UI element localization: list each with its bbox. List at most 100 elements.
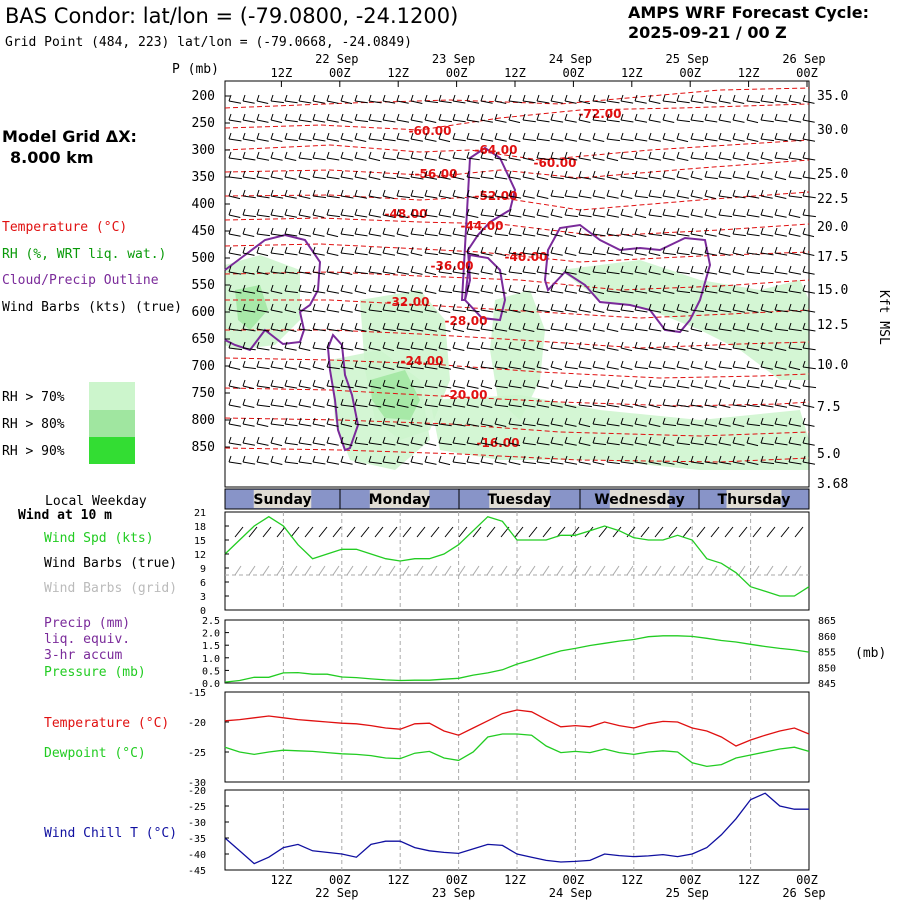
wind-barb	[718, 404, 731, 408]
wind-barb-feather	[438, 265, 442, 273]
wind-barb	[788, 214, 801, 218]
wind-barb	[228, 423, 242, 427]
wind-barb-feather	[480, 151, 484, 159]
wind-barb	[480, 157, 494, 161]
wind-barb	[634, 195, 648, 199]
wind-barb	[298, 157, 312, 161]
wind-barb-feather	[326, 246, 330, 254]
wind-barb	[788, 442, 802, 446]
wind-barb-true	[458, 526, 468, 538]
wind-barb	[550, 309, 564, 313]
rh-shade-region	[235, 285, 268, 330]
wind-barb	[802, 404, 815, 408]
wind-barb-feather	[648, 113, 652, 121]
wind-barb-feather	[760, 170, 764, 178]
wind-barb-feather	[382, 151, 386, 159]
wind-barb-feather	[536, 398, 540, 406]
wind-barb	[368, 423, 382, 427]
wind-barb	[550, 290, 564, 294]
wind-barb	[774, 366, 787, 370]
wind-barb	[620, 157, 634, 161]
wind-barb	[438, 347, 451, 351]
wind-barb-feather	[452, 170, 456, 178]
wind-barb	[494, 214, 508, 218]
wind-barb	[760, 233, 774, 237]
wind-barb-grid	[556, 565, 564, 576]
wind-barb-true	[444, 526, 454, 538]
wind-barb	[732, 404, 747, 408]
wind-barb	[256, 290, 269, 294]
wind-barb-feather	[452, 360, 456, 368]
wind-barb-grid	[290, 565, 298, 576]
wind-barb-feather	[228, 303, 232, 311]
wind-barb	[774, 309, 788, 313]
wind-barb-feather	[396, 246, 400, 254]
bottom-hour-label: 12Z	[387, 873, 409, 887]
wind-barb-feather	[564, 341, 568, 349]
wind-barb-feather	[788, 455, 792, 463]
temperature-contour	[224, 271, 810, 291]
top-hour-label: 12Z	[271, 66, 293, 80]
wind-barb	[676, 309, 689, 313]
wind-barb	[648, 366, 662, 370]
wind-barb-feather	[298, 436, 302, 444]
wind-barb-feather	[452, 246, 456, 254]
wind-barb	[788, 404, 801, 408]
wind-barb-true	[332, 526, 342, 538]
wind-barb	[676, 347, 689, 351]
header-title: BAS Condor: lat/lon = (-79.0800, -24.120…	[5, 4, 458, 28]
wind-barb-feather	[494, 455, 498, 463]
wind-barb-feather	[368, 132, 372, 140]
wind-barb-feather	[494, 341, 498, 349]
wind-barb	[340, 100, 353, 105]
wind-barb-feather	[634, 341, 638, 349]
wind-barb	[312, 328, 326, 332]
pressure-tick-label: 450	[192, 224, 215, 239]
wind-barb	[424, 271, 437, 276]
wind-barb-feather	[228, 284, 232, 292]
wind-barb-feather	[522, 132, 526, 140]
wind-barb-feather	[648, 436, 652, 444]
wind-barb-feather	[396, 303, 400, 311]
wind-barb	[452, 385, 465, 389]
wind-barb	[578, 385, 592, 389]
wind-barb-true	[290, 526, 300, 538]
wind-barb-feather	[228, 322, 232, 330]
wind-barb	[620, 461, 634, 465]
wind-speed-tick: 0	[200, 606, 206, 617]
wind-barb	[802, 328, 816, 332]
wind-barb-feather	[718, 189, 722, 197]
wind-barb	[424, 119, 437, 123]
wind-barb-feather	[536, 284, 540, 292]
wind-barb-feather	[550, 455, 554, 463]
wind-barb-feather	[354, 208, 358, 216]
wind-barb-feather	[326, 303, 330, 311]
wind-barb	[382, 290, 396, 294]
wind-barb	[410, 119, 423, 123]
wind-barb	[242, 328, 256, 332]
wind-barb	[382, 423, 396, 427]
wind-barb-feather	[620, 303, 624, 311]
wind-barb	[340, 309, 353, 313]
wind-barb-feather	[340, 436, 344, 444]
wind-barb	[550, 366, 563, 371]
wind-barb	[564, 214, 578, 218]
wind-barb-feather	[620, 360, 624, 368]
wind-barb-feather	[466, 246, 470, 254]
wind-barb-feather	[508, 341, 512, 349]
wind-barb	[410, 100, 423, 104]
wind-barb-feather	[690, 132, 694, 140]
wind-barb	[256, 233, 270, 237]
wind-barb-feather	[242, 151, 246, 159]
wind-barb-feather	[704, 284, 708, 292]
wind-barb	[564, 252, 577, 256]
wind-barb-feather	[326, 436, 330, 444]
wind-barb-feather	[690, 189, 694, 197]
wind-barb	[732, 385, 746, 389]
pressure-tick: 860	[818, 632, 836, 643]
wind-barb	[438, 385, 452, 389]
pressure-tick-label: 800	[192, 413, 215, 428]
wind-barb-feather	[746, 322, 750, 330]
temperature-contour-label: -16.00	[477, 436, 520, 450]
wind-barb	[270, 461, 283, 465]
